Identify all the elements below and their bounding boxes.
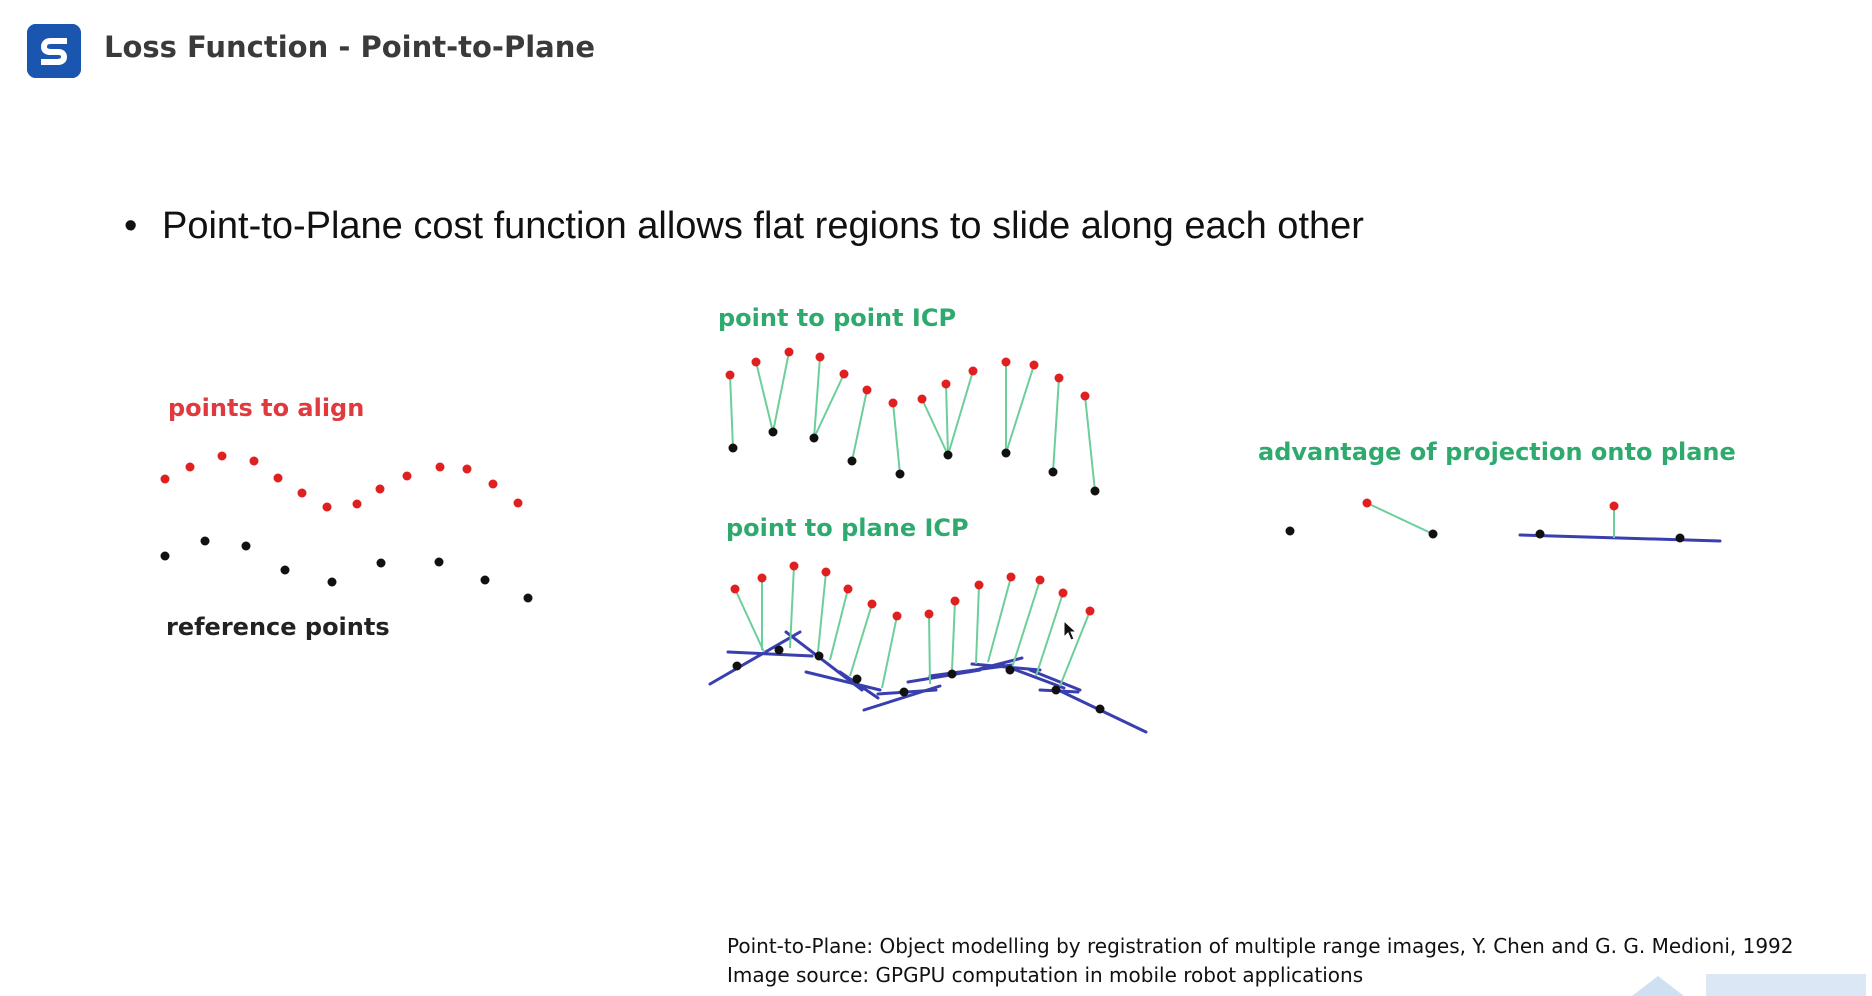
watermark-icon — [1632, 974, 1866, 996]
align-point — [217, 451, 227, 461]
label-point-to-point: point to point ICP — [718, 304, 956, 332]
align-point — [488, 479, 498, 489]
watermark-logo — [1628, 968, 1872, 996]
bullet-symbol: • — [124, 205, 138, 247]
point-to-point-align-points — [725, 347, 1090, 408]
point-to-point-reference-points — [728, 427, 1100, 496]
label-points-to-align: points to align — [168, 394, 364, 422]
point-to-plane-reference-points — [732, 645, 1105, 714]
bullet-text: Point-to-Plane cost function allows flat… — [162, 205, 1364, 247]
reference-line-1: Point-to-Plane: Object modelling by regi… — [727, 934, 1794, 958]
align-point — [249, 456, 259, 466]
align-point — [185, 462, 195, 472]
points-to-align-group — [160, 451, 523, 512]
reference-point — [160, 551, 170, 561]
align-point — [322, 502, 332, 512]
align-point — [160, 474, 170, 484]
projection-example-distance — [1362, 498, 1438, 539]
brand-logo — [27, 24, 81, 78]
point-to-plane-lines — [734, 565, 1091, 689]
reference-point — [376, 558, 386, 568]
projection-example-point — [1285, 526, 1295, 536]
reference-point — [241, 541, 251, 551]
references: Point-to-Plane: Object modelling by regi… — [727, 932, 1794, 990]
label-point-to-plane: point to plane ICP — [726, 514, 969, 542]
projection-example-plane — [1518, 501, 1722, 543]
point-to-plane-align-points — [730, 561, 1095, 621]
align-point — [375, 484, 385, 494]
reference-point — [434, 557, 444, 567]
mouse-cursor-icon — [1063, 619, 1078, 641]
align-point — [462, 464, 472, 474]
plane-lines — [708, 630, 1148, 734]
reference-points-group — [160, 536, 533, 603]
reference-point — [327, 577, 337, 587]
align-point — [352, 499, 362, 509]
logo-s-icon — [27, 24, 81, 78]
align-point — [402, 471, 412, 481]
align-point — [513, 498, 523, 508]
reference-line-2: Image source: GPGPU computation in mobil… — [727, 963, 1364, 987]
align-point — [297, 488, 307, 498]
label-advantage: advantage of projection onto plane — [1258, 438, 1736, 466]
align-point — [435, 462, 445, 472]
bullet-point: • Point-to-Plane cost function allows fla… — [124, 205, 1364, 248]
label-reference-points: reference points — [166, 613, 390, 641]
reference-point — [200, 536, 210, 546]
reference-point — [523, 593, 533, 603]
point-to-point-lines — [729, 351, 1096, 492]
align-point — [273, 473, 283, 483]
reference-point — [480, 575, 490, 585]
reference-point — [280, 565, 290, 575]
page-title: Loss Function - Point-to-Plane — [104, 30, 596, 64]
